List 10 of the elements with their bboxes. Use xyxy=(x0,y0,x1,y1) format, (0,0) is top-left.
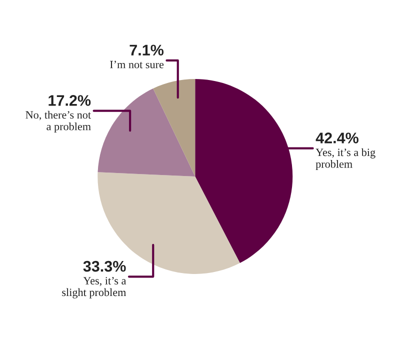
data-label: 17.2% xyxy=(48,95,91,106)
pie-slice xyxy=(98,88,196,176)
slice-label: Yes, it’s a big problem xyxy=(316,148,376,170)
data-label: 7.1% xyxy=(130,44,164,56)
slice-label: No, there’s not a problem xyxy=(26,110,91,133)
data-label: 33.3% xyxy=(83,260,126,272)
data-label: 42.4% xyxy=(316,132,358,144)
slice-label: Yes, it’s a slight problem xyxy=(62,277,126,298)
slice-label: I’m not sure xyxy=(110,60,164,68)
pie-slice xyxy=(153,78,196,176)
